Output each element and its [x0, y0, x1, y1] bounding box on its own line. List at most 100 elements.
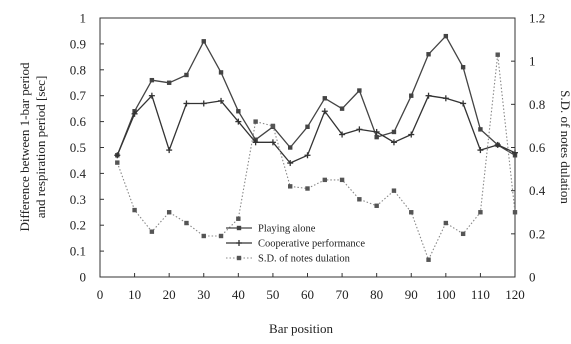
y-left-tick-label: 0.2 — [70, 218, 86, 233]
y-left-tick-label: 0.1 — [70, 244, 86, 259]
x-tick-label: 40 — [232, 287, 245, 302]
data-point — [149, 77, 155, 83]
data-point — [132, 207, 137, 213]
y-axis-left: 0 0.1 0.2 0.3 0.4 0.5 0.6 0.7 0.8 0.9 1 — [70, 11, 104, 285]
data-point — [442, 95, 449, 102]
legend-label: S.D. of notes dulation — [258, 254, 351, 265]
y-left-tick-label: 0.5 — [70, 140, 86, 155]
y-right-tick-label: 0.6 — [529, 140, 546, 155]
y-axis-right-label: S.D. of notes dulation — [558, 90, 571, 204]
data-point — [184, 72, 189, 78]
data-point — [149, 229, 155, 234]
y-axis-left-label-line-1: Difference between 1-bar period — [17, 62, 32, 232]
data-point — [166, 210, 172, 215]
data-point — [236, 109, 241, 114]
y-right-tick-label: 0 — [529, 270, 536, 285]
data-point — [460, 100, 467, 107]
legend-label: Playing alone — [258, 224, 316, 235]
series-line — [116, 54, 516, 261]
x-tick-label: 10 — [128, 287, 141, 302]
data-point — [460, 231, 466, 237]
data-point — [339, 177, 345, 183]
y-left-tick-label: 0.8 — [70, 62, 86, 77]
x-tick-label: 50 — [266, 287, 279, 302]
data-point — [321, 108, 328, 115]
data-point — [184, 220, 189, 226]
data-point — [339, 106, 345, 111]
data-point — [478, 210, 483, 215]
data-point — [288, 184, 293, 189]
data-point — [373, 128, 380, 135]
data-point — [218, 97, 225, 104]
x-tick-label: 20 — [163, 287, 176, 302]
x-tick-label: 100 — [436, 287, 456, 302]
data-point — [270, 123, 276, 129]
data-point — [131, 110, 138, 117]
data-point — [322, 96, 327, 101]
series-layer — [114, 33, 518, 262]
y-left-tick-label: 0.7 — [70, 88, 87, 103]
data-point — [409, 210, 414, 215]
data-point — [374, 134, 379, 140]
data-point — [269, 139, 276, 146]
x-tick-label: 70 — [336, 287, 349, 302]
y-left-tick-label: 0.6 — [70, 114, 87, 129]
legend-swatch-marker — [236, 240, 242, 246]
data-point — [460, 65, 466, 70]
series-line — [116, 35, 516, 156]
data-point — [357, 197, 362, 202]
y-left-tick-label: 1 — [80, 11, 87, 26]
legend: Playing alone Cooperative performance S.D.… — [226, 224, 365, 265]
data-point — [201, 233, 206, 239]
data-point — [183, 100, 190, 107]
legend-swatch-marker — [236, 225, 242, 231]
y-left-tick-label: 0.9 — [70, 36, 86, 51]
data-point — [443, 220, 449, 226]
data-point — [288, 145, 293, 150]
data-point — [390, 139, 397, 146]
x-tick-label: 30 — [197, 287, 210, 302]
data-point — [114, 152, 121, 159]
data-point — [218, 233, 224, 239]
legend-item-1: Cooperative performance — [226, 239, 365, 250]
y-left-tick-label: 0.3 — [70, 192, 86, 207]
x-tick-label: 60 — [301, 287, 314, 302]
data-point — [409, 93, 414, 98]
data-point — [477, 147, 484, 154]
data-point — [494, 141, 501, 148]
data-point — [339, 131, 346, 138]
x-axis: 0 10 20 30 40 50 60 70 80 90 100 110 120 — [97, 273, 525, 302]
series-1 — [114, 92, 518, 167]
legend-label: Cooperative performance — [258, 239, 365, 250]
data-point — [443, 33, 449, 39]
data-point — [115, 160, 120, 165]
y-left-tick-label: 0 — [80, 270, 87, 285]
y-right-tick-label: 1 — [529, 54, 536, 69]
series-line — [116, 95, 516, 164]
y-axis-left-label-line-2: and respiration period [sec] — [33, 76, 48, 219]
series-2 — [115, 52, 518, 262]
data-point — [391, 129, 397, 135]
data-point — [305, 124, 310, 129]
data-point — [426, 52, 431, 57]
data-point — [287, 160, 294, 167]
data-point — [200, 100, 207, 107]
data-point — [426, 257, 431, 262]
y-right-tick-label: 0.8 — [529, 97, 545, 112]
data-point — [305, 186, 310, 191]
y-right-tick-label: 1.2 — [529, 11, 545, 26]
series-0 — [115, 33, 518, 158]
data-point — [356, 126, 363, 133]
data-point — [478, 127, 483, 132]
x-axis-label: Bar position — [269, 321, 333, 336]
data-point — [357, 88, 362, 93]
legend-item-2: S.D. of notes dulation — [226, 254, 351, 265]
y-right-tick-label: 0.4 — [529, 183, 546, 198]
data-point — [425, 92, 432, 99]
data-point — [166, 80, 172, 85]
x-tick-label: 120 — [505, 287, 525, 302]
data-point — [252, 139, 259, 146]
data-point — [236, 216, 241, 221]
data-point — [495, 52, 500, 57]
x-tick-label: 90 — [405, 287, 418, 302]
